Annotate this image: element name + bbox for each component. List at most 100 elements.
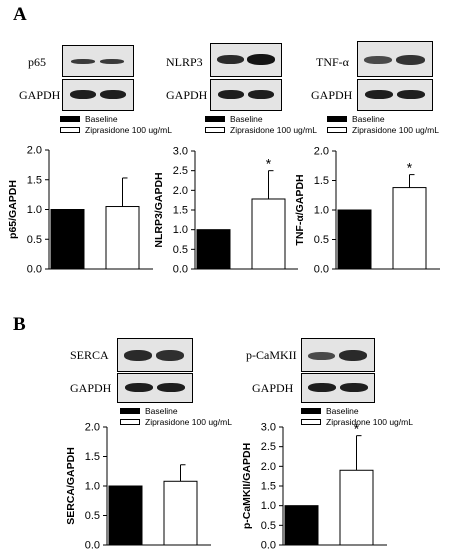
- bar-baseline: [50, 209, 85, 270]
- band: [217, 55, 244, 64]
- blot-p-camkii: [301, 338, 375, 372]
- legend-label-baseline: Baseline: [326, 405, 359, 416]
- y-tick-label: 0.5: [261, 520, 276, 532]
- blot-label-nlrp3: NLRP3: [166, 55, 203, 69]
- bar-baseline: [108, 485, 143, 546]
- blot-gapdh: [210, 79, 282, 111]
- y-tick-label: 1.0: [27, 204, 42, 216]
- blot-gapdh: [357, 79, 433, 111]
- legend-label-treatment: Ziprasidone 100 ug/mL: [326, 416, 413, 427]
- y-tick-label: 0.5: [27, 234, 42, 246]
- significance-star: *: [266, 156, 272, 172]
- legend-label-treatment: Ziprasidone 100 ug/mL: [230, 124, 317, 135]
- band: [308, 383, 336, 392]
- y-tick-label: 0.0: [27, 264, 42, 276]
- blot-serca: [117, 338, 193, 372]
- band: [124, 350, 152, 361]
- band: [157, 383, 185, 392]
- blot-label-gapdh: GAPDH: [311, 88, 353, 102]
- y-axis-label: p-CaMKII/GAPDH: [241, 443, 253, 529]
- blot-label-p65: p65: [28, 55, 46, 69]
- blot-label-serca: SERCA: [70, 348, 109, 362]
- y-tick-label: 0.0: [314, 264, 329, 276]
- band: [340, 383, 368, 392]
- y-tick-label: 2.5: [261, 441, 276, 453]
- y-tick-label: 1.5: [314, 175, 329, 187]
- bar-baseline: [196, 229, 231, 270]
- bar-treatment: [251, 198, 286, 270]
- y-tick-label: 1.5: [85, 451, 100, 463]
- band: [396, 55, 425, 65]
- legend: Baseline Ziprasidone 100 ug/mL: [120, 405, 232, 427]
- y-tick-label: 3.0: [173, 146, 188, 158]
- legend-swatch-treatment: [120, 418, 140, 425]
- blot-gapdh: [301, 373, 375, 403]
- y-tick-label: 1.0: [173, 224, 188, 236]
- panel-letter-a: A: [13, 4, 27, 25]
- band: [218, 90, 244, 99]
- legend-label-baseline: Baseline: [145, 405, 178, 416]
- band: [308, 352, 335, 360]
- legend-label-treatment: Ziprasidone 100 ug/mL: [145, 416, 232, 427]
- band: [364, 56, 392, 64]
- significance-star: *: [407, 160, 413, 176]
- band: [100, 90, 126, 99]
- blot-gapdh: [117, 373, 193, 403]
- band: [247, 54, 275, 65]
- legend-swatch-baseline: [60, 115, 80, 122]
- y-tick-label: 1.5: [27, 174, 42, 186]
- band: [248, 90, 274, 99]
- legend-label-baseline: Baseline: [230, 113, 263, 124]
- band: [397, 90, 425, 99]
- legend-swatch-baseline: [327, 115, 347, 122]
- band: [100, 59, 124, 64]
- blot-label-gapdh: GAPDH: [252, 381, 294, 395]
- legend-swatch-baseline: [301, 407, 321, 414]
- y-tick-label: 2.0: [27, 145, 42, 157]
- y-tick-label: 1.5: [261, 481, 276, 493]
- bar-treatment: [163, 480, 198, 546]
- legend-swatch-baseline: [120, 407, 140, 414]
- blot-label-tnf-alpha: TNF-α: [316, 55, 349, 69]
- blot-p65: [62, 45, 134, 77]
- y-tick-label: 2.5: [173, 165, 188, 177]
- y-tick-label: 2.0: [314, 146, 329, 158]
- bar-treatment: [339, 469, 374, 546]
- blot-tnf-alpha: [357, 41, 433, 77]
- blot-label-gapdh: GAPDH: [70, 381, 112, 395]
- y-tick-label: 0.5: [314, 234, 329, 246]
- bar-treatment: [392, 187, 427, 270]
- y-axis-label: NLRP3/GAPDH: [153, 172, 165, 247]
- y-tick-label: 3.0: [261, 422, 276, 434]
- blot-nlrp3: [210, 43, 282, 77]
- legend-swatch-treatment: [60, 126, 80, 133]
- legend-swatch-treatment: [327, 126, 347, 133]
- band: [365, 90, 393, 99]
- legend: Baseline Ziprasidone 100 ug/mL: [327, 113, 439, 135]
- bar-baseline: [337, 209, 372, 270]
- bar-baseline: [284, 505, 319, 546]
- y-tick-label: 2.0: [261, 461, 276, 473]
- y-tick-label: 1.5: [173, 205, 188, 217]
- legend: Baseline Ziprasidone 100 ug/mL: [205, 113, 317, 135]
- y-axis-label: p65/GAPDH: [7, 180, 19, 239]
- legend-swatch-treatment: [205, 126, 225, 133]
- band: [156, 350, 184, 361]
- legend-swatch-baseline: [205, 115, 225, 122]
- legend-label-baseline: Baseline: [352, 113, 385, 124]
- bar-treatment: [105, 206, 140, 270]
- blot-gapdh: [62, 79, 134, 111]
- legend: Baseline Ziprasidone 100 ug/mL: [60, 113, 172, 135]
- y-tick-label: 0.5: [85, 510, 100, 522]
- legend-label-treatment: Ziprasidone 100 ug/mL: [352, 124, 439, 135]
- band: [125, 383, 153, 392]
- y-tick-label: 1.0: [314, 205, 329, 217]
- legend: Baseline Ziprasidone 100 ug/mL: [301, 405, 413, 427]
- panel-letter-b: B: [13, 314, 26, 335]
- y-tick-label: 0.0: [85, 540, 100, 550]
- y-tick-label: 1.0: [85, 481, 100, 493]
- y-tick-label: 0.0: [261, 540, 276, 550]
